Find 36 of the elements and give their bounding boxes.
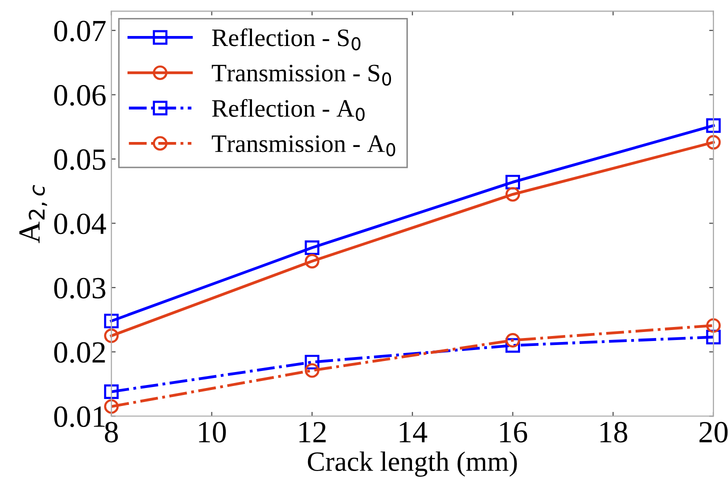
legend-label: Transmission - S$_{0}$ (212, 64, 392, 86)
x-tick-label: 20 (700, 422, 728, 442)
point (304, 240, 320, 256)
y-tick-label: 0.07 (54, 20, 106, 42)
point (706, 118, 721, 133)
x-axis-title: Crack length (mm) (308, 451, 517, 477)
point (304, 363, 320, 378)
y-tick-label: 0.04 (54, 214, 106, 234)
point (104, 384, 119, 399)
point (706, 330, 721, 344)
point (505, 332, 520, 348)
point (505, 187, 520, 202)
legend-label: Reflection - S$_{0}$ (212, 28, 360, 50)
x-tick-label: 16 (500, 422, 528, 442)
y-axis-title: A$_{2,c}$ (19, 185, 48, 244)
y-tick-label: 0.05 (54, 149, 106, 170)
point (104, 328, 119, 344)
y-tick-label: 0.06 (54, 85, 106, 106)
y-tick-label: 0.03 (54, 278, 106, 299)
x-tick-label: 14 (400, 422, 428, 442)
y-tick-label: 0.01 (54, 406, 105, 428)
point (304, 254, 320, 269)
x-tick-label: 18 (600, 422, 628, 442)
x-tick-label: 8 (104, 422, 118, 442)
point (505, 338, 520, 353)
legend-label: Transmission - A$_{0}$ (212, 135, 396, 156)
point (104, 399, 119, 414)
x-tick-label: 12 (299, 422, 326, 442)
point (706, 134, 721, 150)
x-tick-label: 10 (199, 422, 226, 442)
y-tick-label: 0.02 (54, 342, 105, 363)
point (304, 354, 320, 370)
legend-label: Reflection - A$_{0}$ (212, 99, 365, 122)
point (104, 314, 119, 328)
point (505, 174, 520, 190)
point (706, 318, 721, 333)
